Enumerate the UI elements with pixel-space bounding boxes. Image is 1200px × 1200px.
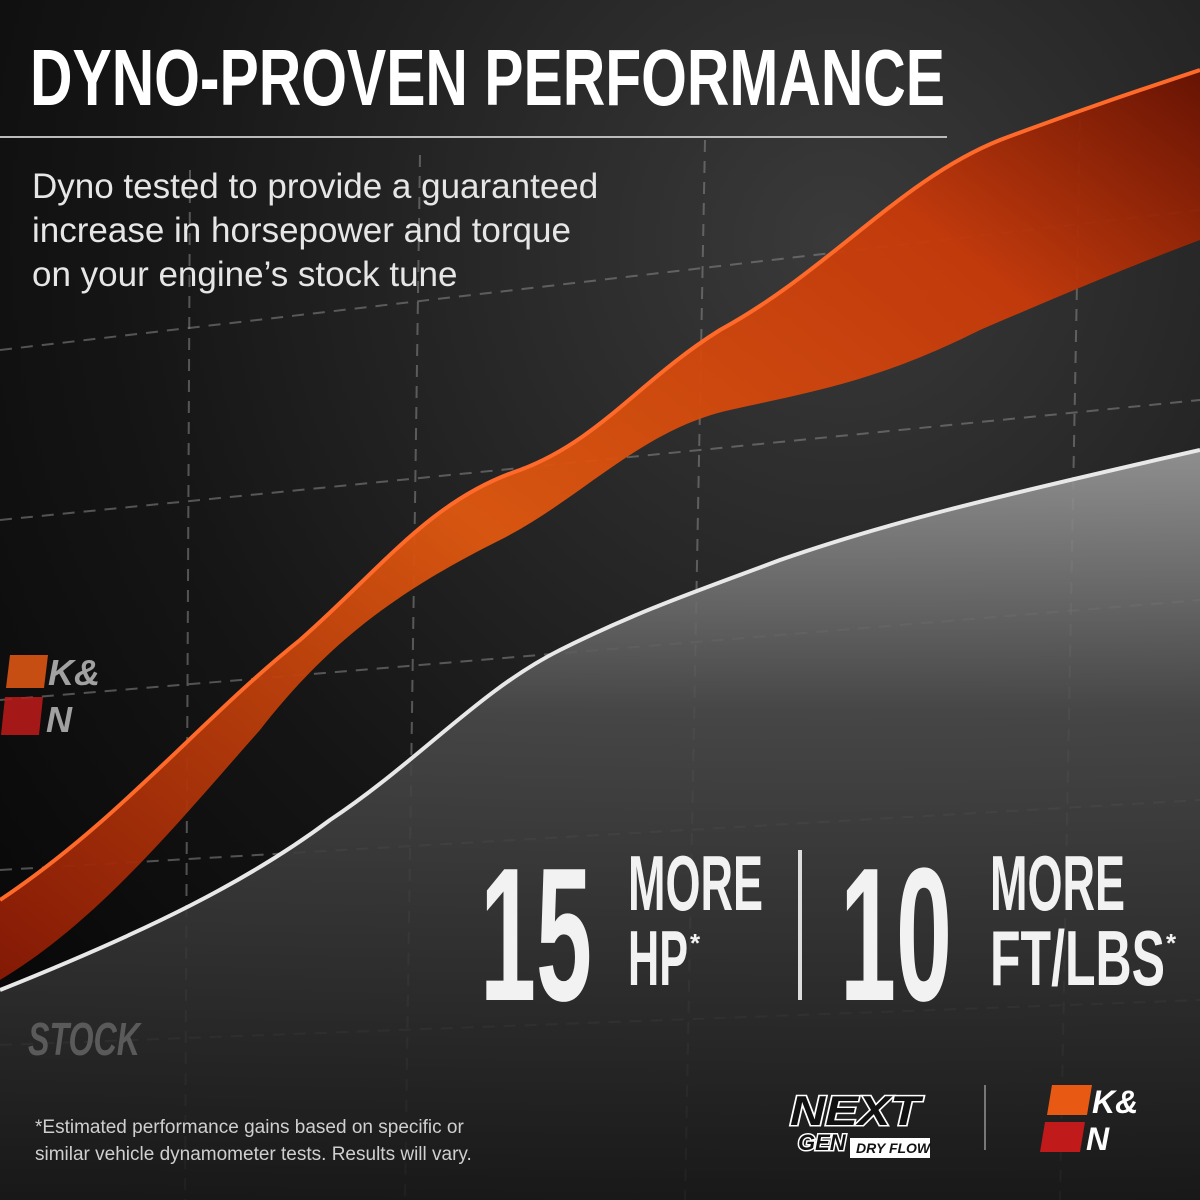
logo-block	[1047, 1085, 1092, 1115]
subtitle-line: on your engine’s stock tune	[32, 255, 457, 294]
nextgen-logo: NEXT GEN DRY FLOW	[789, 1086, 932, 1158]
stat-unit: FT/LBS	[990, 914, 1165, 1002]
logo-text: N	[1086, 1121, 1110, 1157]
footnote-line: *Estimated performance gains based on sp…	[35, 1117, 464, 1138]
subtitle-line: increase in horsepower and torque	[32, 211, 571, 250]
stat-number: 15	[480, 829, 592, 1041]
subtitle-line: Dyno tested to provide a guaranteed	[32, 167, 598, 206]
stock-curve	[0, 450, 1200, 1200]
stat-hp: 15 MORE HP *	[480, 829, 763, 1041]
performance-line	[0, 68, 1200, 902]
kn-logo: K& N	[1040, 1084, 1138, 1157]
stock-label: STOCK	[28, 1013, 142, 1065]
grid-line	[0, 799, 1200, 871]
kn-logo-left: K& N	[1, 652, 100, 740]
stat-torque: 10 MORE FT/LBS *	[840, 829, 1177, 1041]
logo-text: K&	[1092, 1084, 1138, 1120]
logo-block	[1040, 1122, 1085, 1152]
stat-unit: HP	[628, 914, 688, 1002]
stat-number: 10	[840, 829, 952, 1041]
title: DYNO-PROVEN PERFORMANCE	[30, 33, 945, 122]
logo-block	[1, 697, 43, 735]
stat-word: MORE	[628, 839, 763, 927]
stat-word: MORE	[990, 839, 1125, 927]
logo-text: N	[46, 699, 73, 740]
stat-asterisk: *	[1166, 928, 1177, 958]
performance-band	[0, 70, 1200, 980]
grid-line	[0, 599, 1200, 701]
footnote-line: similar vehicle dynamometer tests. Resul…	[35, 1144, 472, 1165]
stat-asterisk: *	[690, 928, 701, 958]
grid-line	[0, 399, 1200, 521]
logo-text: NEXT	[790, 1087, 924, 1134]
logo-text: K&	[48, 652, 100, 693]
logo-block	[6, 655, 48, 688]
grid-line	[184, 169, 191, 1200]
logo-text: GEN	[798, 1130, 847, 1155]
stock-line	[0, 448, 1200, 992]
logo-text: DRY FLOW	[856, 1140, 932, 1156]
logo-bar	[850, 1138, 930, 1158]
